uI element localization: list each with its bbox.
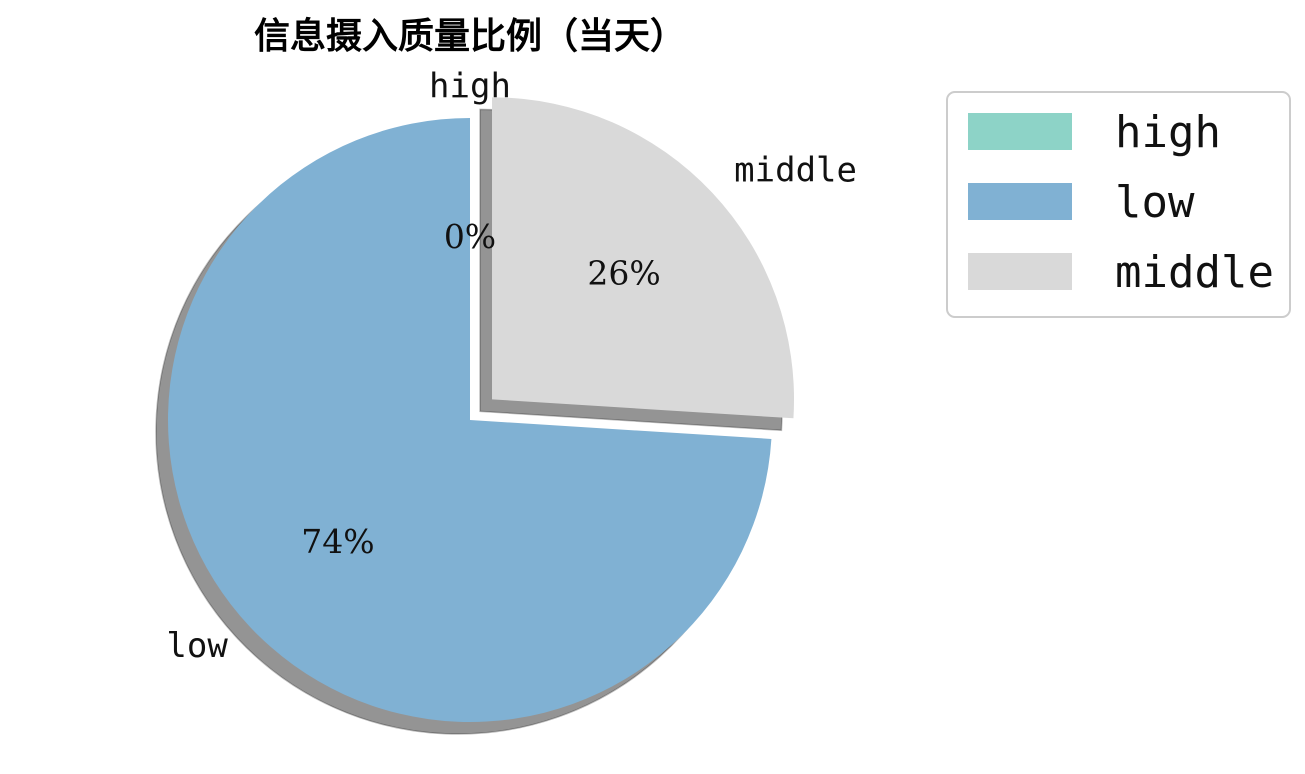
slice-label-middle: middle — [734, 150, 857, 190]
pie-slice-low — [167, 118, 772, 722]
slice-pct-high: 0% — [444, 217, 496, 256]
legend-swatch-middle — [968, 253, 1072, 290]
slice-label-low: low — [166, 626, 228, 666]
chart-title: 信息摄入质量比例（当天） — [254, 16, 686, 57]
legend-label-middle: middle — [1115, 247, 1274, 298]
slice-pct-low: 74% — [301, 522, 374, 561]
legend-swatch-low — [968, 183, 1072, 220]
legend: high low middle — [946, 91, 1291, 318]
pie-slices — [167, 97, 795, 722]
legend-swatch-high — [968, 113, 1072, 150]
slice-pct-middle: 26% — [587, 253, 660, 292]
slice-label-high: high — [429, 66, 511, 106]
pie-slice-middle — [492, 97, 795, 419]
legend-label-high: high — [1115, 107, 1221, 158]
legend-label-low: low — [1115, 177, 1195, 228]
pie-labels: high 0% low 74% middle 26% — [166, 66, 857, 666]
